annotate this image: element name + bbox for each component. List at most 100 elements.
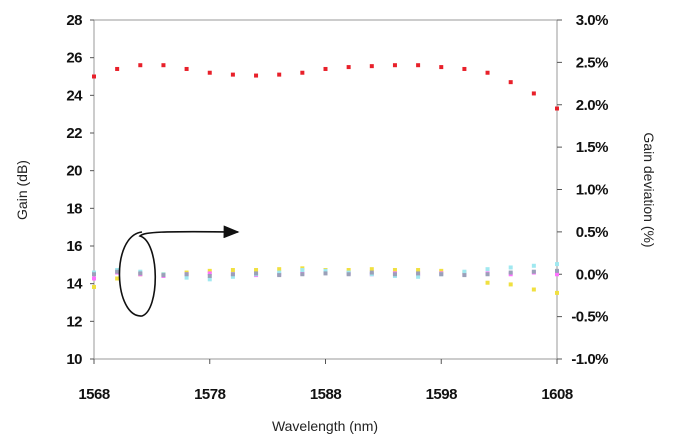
series-4-point — [207, 277, 212, 282]
series-2-point — [531, 287, 536, 292]
series-1-point — [277, 72, 282, 77]
series-5-point — [369, 270, 374, 275]
series-3-point — [555, 272, 559, 277]
series-2-point — [439, 268, 444, 273]
y-axis-title: Gain (dB) — [14, 160, 30, 220]
series-1-point — [230, 72, 235, 77]
y2-tick-label: 1.0% — [576, 182, 608, 199]
series-1-point — [439, 65, 444, 70]
series-5-point — [115, 269, 120, 274]
series-1-point — [207, 70, 212, 75]
series-5-point — [230, 272, 235, 277]
series-1-point — [115, 66, 120, 71]
left-axis: 10 12 14 16 18 20 22 24 26 28 — [66, 12, 94, 368]
y2-tick-label: 0.0% — [576, 266, 608, 283]
x-tick-label: 1588 — [310, 386, 342, 403]
series-2-point — [92, 284, 96, 289]
series-2-point — [254, 268, 259, 273]
series-1-point — [161, 63, 166, 68]
data-points — [92, 63, 559, 295]
series-1-point — [300, 70, 305, 75]
series-5-point — [161, 273, 166, 278]
series-4-point — [485, 267, 490, 272]
y-tick-label: 10 — [66, 351, 82, 368]
plot-area — [93, 19, 558, 360]
series-1-point — [531, 91, 536, 96]
series-4-point — [277, 270, 282, 275]
series-5-point — [531, 269, 536, 274]
series-1-point — [555, 106, 559, 111]
series-1-point — [92, 74, 96, 79]
series-5-point — [92, 272, 96, 277]
y2-axis-title: Gain deviation (%) — [641, 132, 657, 247]
series-5-point — [485, 272, 490, 277]
series-1-point — [323, 66, 328, 71]
series-1-point — [416, 63, 421, 68]
series-5-point — [300, 272, 305, 277]
series-4-point — [300, 268, 305, 273]
series-1-point — [184, 66, 189, 71]
series-5-point — [138, 271, 143, 276]
series-3-point — [92, 276, 96, 281]
y2-tick-label: 0.5% — [576, 224, 608, 241]
x-tick-label: 1578 — [194, 386, 226, 403]
x-tick-label: 1608 — [541, 386, 573, 403]
y-tick-label: 22 — [66, 125, 82, 142]
series-2-point — [230, 268, 235, 273]
y2-tick-label: -1.0% — [571, 351, 608, 368]
y2-tick-label: 2.0% — [576, 97, 608, 114]
y-tick-label: 14 — [66, 276, 83, 293]
y2-tick-label: 3.0% — [576, 12, 608, 29]
y-tick-label: 26 — [66, 50, 82, 67]
series-2-point — [416, 268, 421, 273]
series-5-point — [462, 273, 467, 278]
series-5-point — [277, 273, 282, 278]
series-4-point — [416, 274, 421, 279]
series-2-point — [346, 268, 351, 273]
series-1-point — [485, 70, 490, 75]
series-4-point — [555, 262, 559, 267]
series-2-point — [277, 267, 282, 272]
series-4-point — [531, 263, 536, 268]
series-2-point — [508, 282, 513, 287]
series-1-point — [462, 66, 467, 71]
series-1-point — [346, 65, 351, 70]
series-4-point — [230, 274, 235, 279]
series-1-point — [369, 64, 374, 69]
series-4-point — [323, 268, 328, 273]
series-5-point — [254, 271, 259, 276]
series-5-point — [207, 273, 212, 278]
y2-tick-label: 1.5% — [576, 139, 608, 156]
series-5-point — [439, 272, 444, 277]
y-tick-label: 16 — [66, 238, 82, 255]
bottom-axis: 1568 1578 1588 1598 1608 — [78, 359, 573, 403]
series-4-point — [184, 275, 189, 280]
y-tick-label: 20 — [66, 163, 82, 180]
y-tick-label: 24 — [66, 87, 83, 104]
series-4-point — [508, 265, 513, 270]
x-tick-label: 1598 — [426, 386, 458, 403]
x-axis-title: Wavelength (nm) — [272, 418, 378, 434]
y2-tick-label: -0.5% — [571, 309, 608, 326]
series-1-point — [138, 63, 143, 68]
y2-tick-label: 2.5% — [576, 54, 608, 71]
series-2-point — [369, 267, 374, 272]
series-5-point — [346, 272, 351, 277]
series-3-point — [207, 271, 212, 276]
right-axis: -1.0% -0.5% 0.0% 0.5% 1.0% 1.5% 2.0% 2.5% 3.0% — [557, 12, 609, 368]
series-2-point — [555, 290, 559, 295]
series-1-point — [508, 80, 513, 85]
series-5-point — [184, 272, 189, 277]
series-1-point — [254, 73, 259, 78]
y-tick-label: 12 — [66, 313, 82, 330]
y-tick-label: 28 — [66, 12, 82, 29]
series-5-point — [508, 270, 513, 275]
series-5-point — [555, 268, 559, 273]
annotation-arrow — [118, 225, 240, 317]
series-5-point — [323, 271, 328, 276]
series-2-point — [115, 276, 120, 281]
series-1-point — [392, 63, 397, 68]
y-tick-label: 18 — [66, 200, 82, 217]
series-4-point — [462, 269, 467, 274]
